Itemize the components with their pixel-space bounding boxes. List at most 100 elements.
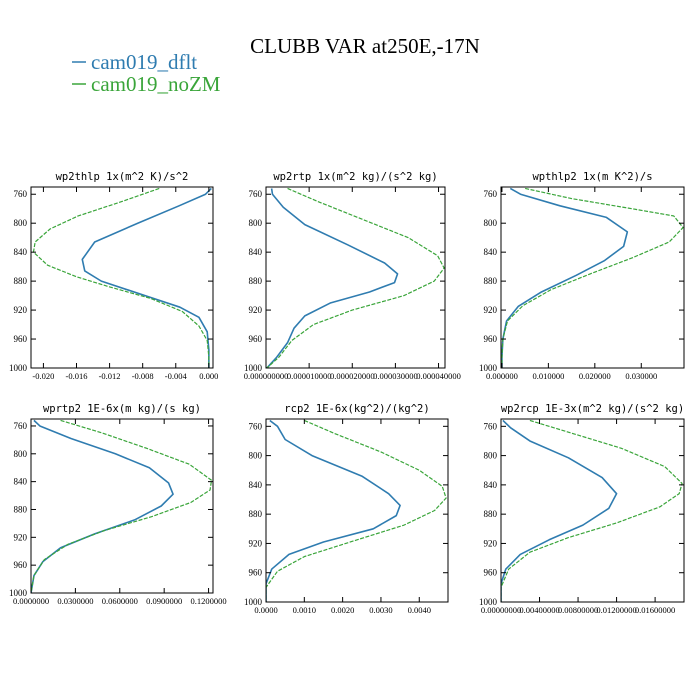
series-line-nozm xyxy=(31,419,213,593)
y-tick-label: 800 xyxy=(484,218,498,228)
x-tick-label: 0.0900000 xyxy=(146,596,182,606)
panel-title: rcp2 1E-6x(kg^2)/(kg^2) xyxy=(284,403,429,415)
x-tick-label: 0.0000 xyxy=(254,605,277,615)
figure-title: CLUBB VAR at250E,-17N xyxy=(250,34,480,58)
series-line-dflt xyxy=(501,187,629,368)
series-line-dflt xyxy=(266,419,401,602)
series-group xyxy=(266,419,447,602)
panel-3: wpthlp2 1x(m K^2)/s 760 800 840 880 920 960 100… xyxy=(479,171,685,381)
panel-title: wp2rtp 1x(m^2 kg)/(s^2 kg) xyxy=(273,171,437,183)
x-tick-label: 0.000000 xyxy=(486,371,518,381)
x-tick-label: 0.0600000 xyxy=(102,596,138,606)
y-tick-label: 880 xyxy=(484,276,498,286)
x-tick-label: 0.00000000 xyxy=(481,605,521,615)
x-tick-label: 0.00400000 xyxy=(519,605,559,615)
series-line-dflt xyxy=(31,419,174,593)
series-group xyxy=(266,187,445,368)
panel-title: wpthlp2 1x(m K^2)/s xyxy=(532,171,652,183)
series-line-nozm xyxy=(266,419,447,602)
y-tick-label: 840 xyxy=(14,477,28,487)
x-tick-label: -0.008 xyxy=(132,371,154,381)
y-tick-label: 840 xyxy=(249,480,263,490)
y-tick-label: 920 xyxy=(484,538,498,548)
y-tick-label: 1000 xyxy=(9,363,28,373)
y-tick-label: 960 xyxy=(14,334,28,344)
series-line-nozm xyxy=(32,187,210,368)
y-tick-label: 1000 xyxy=(244,597,263,607)
y-tick-label: 960 xyxy=(249,334,263,344)
y-tick-label: 920 xyxy=(249,538,263,548)
panel-4: wprtp2 1E-6x(m kg)/(s kg) 760 800 840 880 920… xyxy=(9,403,227,606)
plot-frame xyxy=(500,186,685,369)
y-tick-label: 760 xyxy=(484,421,498,431)
series-line-dflt xyxy=(266,188,399,368)
y-tick-label: 1000 xyxy=(479,597,498,607)
x-tick-label: -0.016 xyxy=(66,371,88,381)
x-tick-label: 0.1200000 xyxy=(190,596,226,606)
x-tick-label: 0.010000 xyxy=(532,371,564,381)
y-tick-label: 880 xyxy=(14,276,28,286)
y-tick-label: 920 xyxy=(249,305,263,315)
x-tick-label: 0.01600000 xyxy=(635,605,675,615)
y-tick-label: 760 xyxy=(249,189,263,199)
series-line-nozm xyxy=(501,419,683,602)
x-tick-label: 0.0030 xyxy=(369,605,392,615)
legend-label-nozm: cam019_noZM xyxy=(91,72,221,96)
series-line-dflt xyxy=(501,419,618,602)
panel-title: wprtp2 1E-6x(m kg)/(s kg) xyxy=(43,403,201,415)
panel-2: wp2rtp 1x(m^2 kg)/(s^2 kg) 760 800 840 880 92… xyxy=(244,171,461,381)
panel-grid: wp2thlp 1x(m^2 K)/s^2 760 800 840 880 920 960 1… xyxy=(9,171,685,615)
x-tick-label: 0.0300000 xyxy=(57,596,93,606)
plot-frame xyxy=(265,418,449,603)
plot-frame xyxy=(30,418,214,594)
y-tick-label: 920 xyxy=(14,532,28,542)
x-tick-label: 0.0020 xyxy=(331,605,354,615)
x-tick-label: 0.000000000 xyxy=(244,371,289,381)
series-group xyxy=(31,419,213,593)
y-tick-label: 880 xyxy=(249,276,263,286)
y-tick-label: 960 xyxy=(14,560,28,570)
y-tick-label: 960 xyxy=(484,568,498,578)
y-tick-label: 840 xyxy=(249,247,263,257)
x-tick-label: -0.004 xyxy=(165,371,188,381)
x-tick-label: -0.012 xyxy=(99,371,121,381)
x-tick-label: 0.01200000 xyxy=(596,605,636,615)
y-tick-label: 760 xyxy=(14,421,28,431)
y-tick-label: 800 xyxy=(484,451,498,461)
y-tick-label: 800 xyxy=(14,449,28,459)
panel-title: wp2thlp 1x(m^2 K)/s^2 xyxy=(56,171,189,183)
legend: cam019_dflt cam019_noZM xyxy=(72,50,221,96)
y-tick-label: 840 xyxy=(14,247,28,257)
series-group xyxy=(501,419,683,602)
series-line-nozm xyxy=(266,187,445,368)
y-tick-label: 760 xyxy=(249,421,263,431)
y-tick-label: 920 xyxy=(484,305,498,315)
x-tick-label: 0.030000 xyxy=(625,371,657,381)
plot-frame xyxy=(500,418,685,603)
y-tick-label: 800 xyxy=(249,451,263,461)
x-tick-label: 0.0040 xyxy=(408,605,431,615)
y-tick-label: 800 xyxy=(14,218,28,228)
panel-title: wp2rcp 1E-3x(m^2 kg)/(s^2 kg) xyxy=(501,403,684,415)
y-tick-label: 960 xyxy=(249,568,263,578)
plot-frame xyxy=(265,186,446,369)
series-group xyxy=(32,187,212,368)
x-tick-label: 0.0010 xyxy=(293,605,316,615)
y-tick-label: 920 xyxy=(14,305,28,315)
x-tick-label: 0.000010000 xyxy=(287,371,332,381)
y-tick-label: 1000 xyxy=(244,363,263,373)
plot-frame xyxy=(30,186,214,369)
y-tick-label: 840 xyxy=(484,480,498,490)
series-line-dflt xyxy=(81,187,212,368)
series-group xyxy=(501,187,684,368)
y-tick-label: 880 xyxy=(14,504,28,514)
panel-1: wp2thlp 1x(m^2 K)/s^2 760 800 840 880 920 960 1… xyxy=(9,171,218,381)
series-line-nozm xyxy=(501,187,684,368)
y-tick-label: 800 xyxy=(249,218,263,228)
y-tick-label: 880 xyxy=(249,509,263,519)
x-tick-label: 0.00800000 xyxy=(558,605,598,615)
panel-5: rcp2 1E-6x(kg^2)/(kg^2) 760 800 840 880 920 96… xyxy=(244,403,449,615)
x-tick-label: 0.000020000 xyxy=(330,371,375,381)
x-tick-label: 0.000040000 xyxy=(416,371,461,381)
